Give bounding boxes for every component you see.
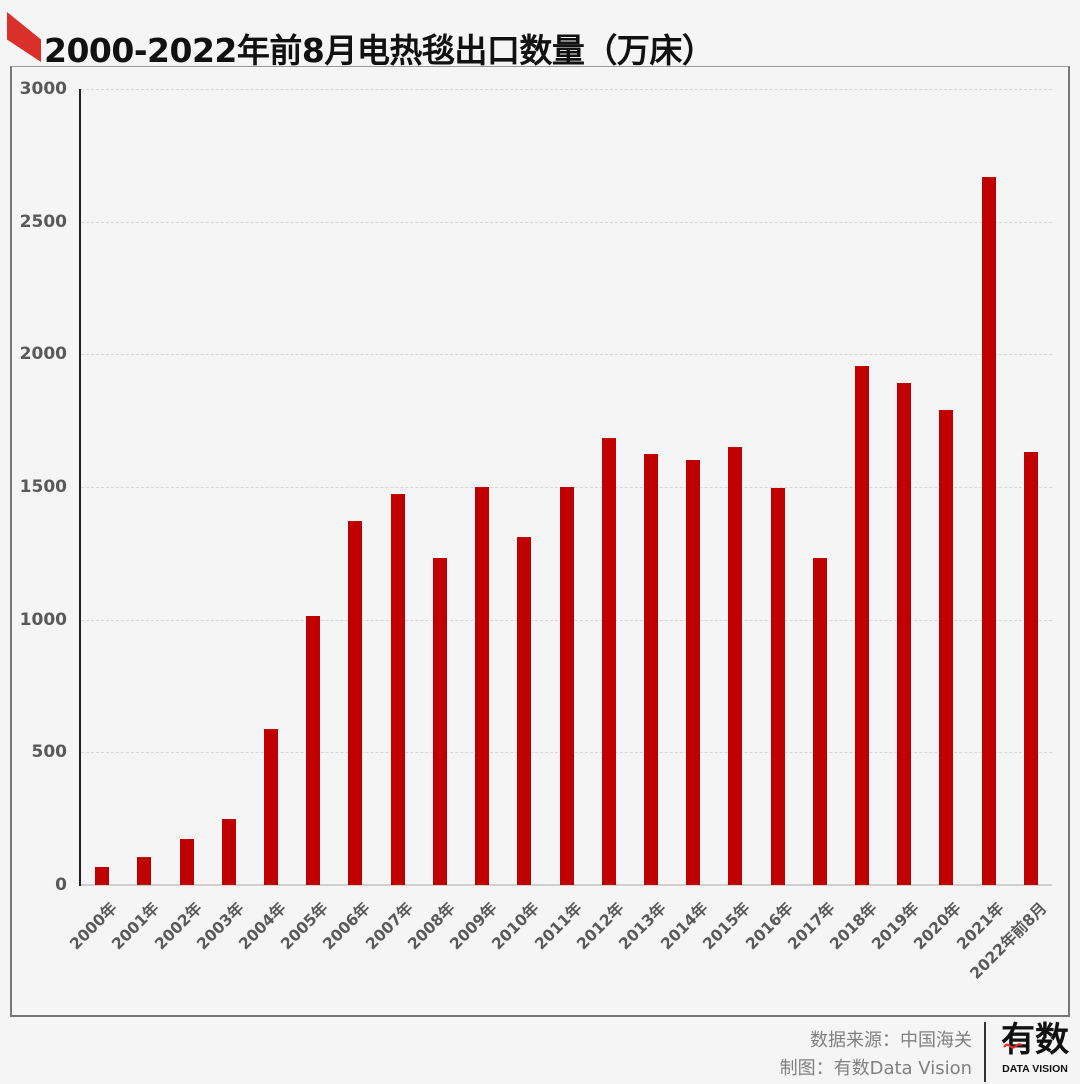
gridline (81, 221, 1052, 223)
title-flag-decoration (7, 12, 41, 62)
bar (939, 409, 954, 885)
bar (897, 383, 912, 885)
bar (728, 446, 743, 885)
wave-icon (1003, 1043, 1023, 1049)
bar (475, 487, 490, 885)
bar (1023, 452, 1038, 885)
bar (221, 819, 236, 885)
chart-credit: 制图：有数Data Vision (779, 1058, 972, 1079)
bar (643, 453, 658, 885)
footer-divider (984, 1022, 986, 1082)
y-axis-line (79, 89, 81, 886)
bar (179, 838, 194, 885)
y-tick-label: 1500 (19, 477, 67, 497)
y-tick-label: 0 (55, 875, 67, 895)
bar (432, 558, 447, 885)
bar (263, 728, 278, 885)
bar (95, 866, 110, 885)
bar (686, 459, 701, 885)
bar (770, 488, 785, 885)
bar (981, 176, 996, 885)
y-tick-label: 3000 (19, 79, 67, 99)
y-tick-label: 2000 (19, 344, 67, 365)
logo-wordmark: 有数 (1001, 1020, 1069, 1060)
gridline (81, 89, 1052, 90)
bar (601, 438, 616, 885)
bar (306, 615, 321, 885)
y-tick-label: 2500 (19, 211, 67, 232)
data-source-note: 数据来源：中国海关 (810, 1030, 972, 1051)
bar (559, 487, 574, 885)
bar (855, 366, 870, 885)
brand-logo: 有数 DATA VISION (992, 1020, 1078, 1082)
title-bar: 2000-2022年前8月电热毯出口数量（万床） (0, 0, 1080, 70)
bar (348, 520, 363, 885)
gridline (81, 354, 1052, 356)
y-tick-label: 1000 (19, 609, 67, 630)
bar (517, 536, 532, 885)
y-tick-label: 500 (31, 742, 68, 763)
logo-subtitle: DATA VISION (1002, 1063, 1068, 1075)
bar (812, 558, 827, 885)
bar (137, 857, 152, 885)
chart-title: 2000-2022年前8月电热毯出口数量（万床） (44, 31, 715, 70)
bar (390, 493, 405, 885)
